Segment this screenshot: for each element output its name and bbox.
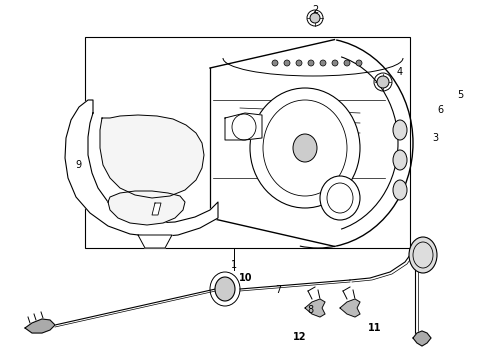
Text: 11: 11 xyxy=(368,323,382,333)
Text: 9: 9 xyxy=(75,160,81,170)
Ellipse shape xyxy=(320,60,326,66)
Ellipse shape xyxy=(250,88,360,208)
Bar xyxy=(85,37,410,248)
Ellipse shape xyxy=(393,150,407,170)
Ellipse shape xyxy=(377,76,389,88)
Ellipse shape xyxy=(308,60,314,66)
Text: 5: 5 xyxy=(457,90,463,100)
Ellipse shape xyxy=(409,237,437,273)
Ellipse shape xyxy=(393,120,407,140)
Ellipse shape xyxy=(293,134,317,162)
Text: 12: 12 xyxy=(293,332,307,342)
Polygon shape xyxy=(225,113,262,140)
Ellipse shape xyxy=(296,60,302,66)
Text: 6: 6 xyxy=(437,105,443,115)
Text: 3: 3 xyxy=(432,133,438,143)
Text: 10: 10 xyxy=(239,273,253,283)
Ellipse shape xyxy=(215,277,235,301)
Polygon shape xyxy=(65,100,218,237)
Ellipse shape xyxy=(272,60,278,66)
Text: 8: 8 xyxy=(307,305,313,315)
Ellipse shape xyxy=(344,60,350,66)
Polygon shape xyxy=(100,115,204,198)
Ellipse shape xyxy=(284,60,290,66)
Text: 2: 2 xyxy=(312,5,318,15)
Polygon shape xyxy=(108,191,185,225)
Polygon shape xyxy=(138,235,172,248)
Ellipse shape xyxy=(310,13,320,23)
Polygon shape xyxy=(340,299,360,317)
Ellipse shape xyxy=(320,176,360,220)
Polygon shape xyxy=(413,331,431,346)
Polygon shape xyxy=(25,319,55,333)
Ellipse shape xyxy=(332,60,338,66)
Text: 1: 1 xyxy=(231,260,237,270)
Ellipse shape xyxy=(356,60,362,66)
Text: 4: 4 xyxy=(397,67,403,77)
Polygon shape xyxy=(305,299,325,317)
Polygon shape xyxy=(152,203,161,215)
Ellipse shape xyxy=(393,180,407,200)
Text: 7: 7 xyxy=(275,285,281,295)
